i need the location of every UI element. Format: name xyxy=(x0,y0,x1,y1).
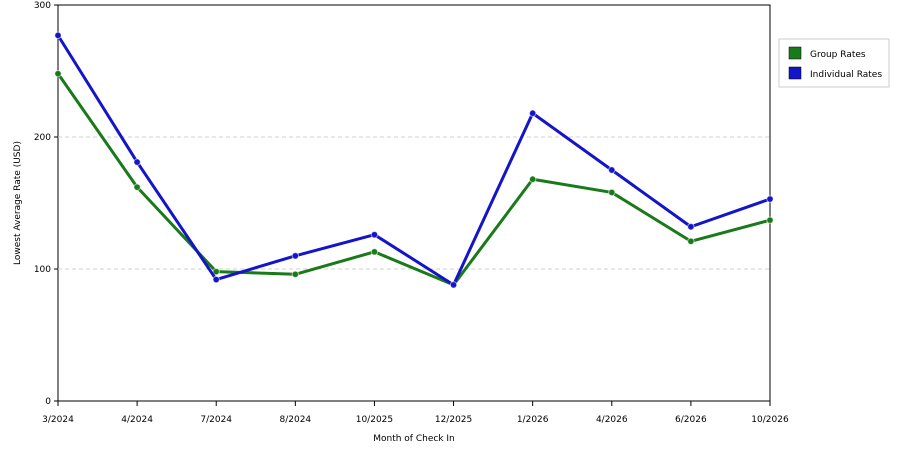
data-point-individual-rates xyxy=(212,275,220,284)
series-lines xyxy=(54,31,774,289)
x-tick-label: 8/2024 xyxy=(279,415,311,425)
data-point-individual-rates xyxy=(291,252,300,260)
y-tick-label: 200 xyxy=(34,133,51,143)
data-point-individual-rates xyxy=(687,223,695,231)
x-tick-label: 4/2026 xyxy=(596,415,628,425)
x-tick-label: 6/2026 xyxy=(675,415,707,425)
y-tick-label: 0 xyxy=(45,397,51,407)
x-tick-label: 1/2026 xyxy=(517,415,549,425)
series-line-group-rates xyxy=(56,72,771,287)
x-tick-label: 10/2026 xyxy=(751,415,789,425)
data-point-group-rates xyxy=(212,267,220,276)
plot-area xyxy=(57,4,771,402)
legend-swatch-group-rates xyxy=(788,46,802,60)
y-axis-title: Lowest Average Rate (USD) xyxy=(13,141,23,265)
data-point-group-rates xyxy=(54,69,62,78)
y-tick-label: 100 xyxy=(34,265,51,275)
data-point-group-rates xyxy=(528,175,537,183)
x-tick-label: 3/2024 xyxy=(42,415,74,425)
legend-swatch-individual-rates xyxy=(788,66,802,80)
data-point-group-rates xyxy=(291,270,300,278)
data-point-individual-rates xyxy=(370,230,379,239)
x-tick-label: 12/2025 xyxy=(435,415,472,425)
legend-label-group-rates: Group Rates xyxy=(810,50,866,60)
data-point-individual-rates xyxy=(528,109,537,117)
legend-label-individual-rates: Individual Rates xyxy=(810,70,882,80)
data-point-group-rates xyxy=(133,183,141,191)
x-axis-title: Month of Check In xyxy=(373,434,455,444)
data-point-individual-rates xyxy=(608,166,616,174)
data-point-group-rates xyxy=(370,248,379,256)
axis-ticks: 0 100 200 300 3/2024 4/2024 7/2024 8/2024 10/202… xyxy=(34,1,789,425)
data-point-group-rates xyxy=(687,237,695,245)
x-tick-label: 4/2024 xyxy=(121,415,153,425)
x-tick-label: 7/2024 xyxy=(200,415,232,425)
data-point-individual-rates xyxy=(449,281,458,289)
data-point-individual-rates xyxy=(766,195,774,203)
data-point-group-rates xyxy=(608,188,616,197)
data-point-group-rates xyxy=(766,216,774,224)
legend: Group Rates Individual Rates xyxy=(778,38,890,88)
series-line-individual-rates xyxy=(56,34,771,287)
x-tick-label: 10/2025 xyxy=(356,415,393,425)
data-point-individual-rates xyxy=(133,158,141,166)
y-tick-label: 300 xyxy=(34,1,51,11)
data-point-individual-rates xyxy=(54,31,62,40)
